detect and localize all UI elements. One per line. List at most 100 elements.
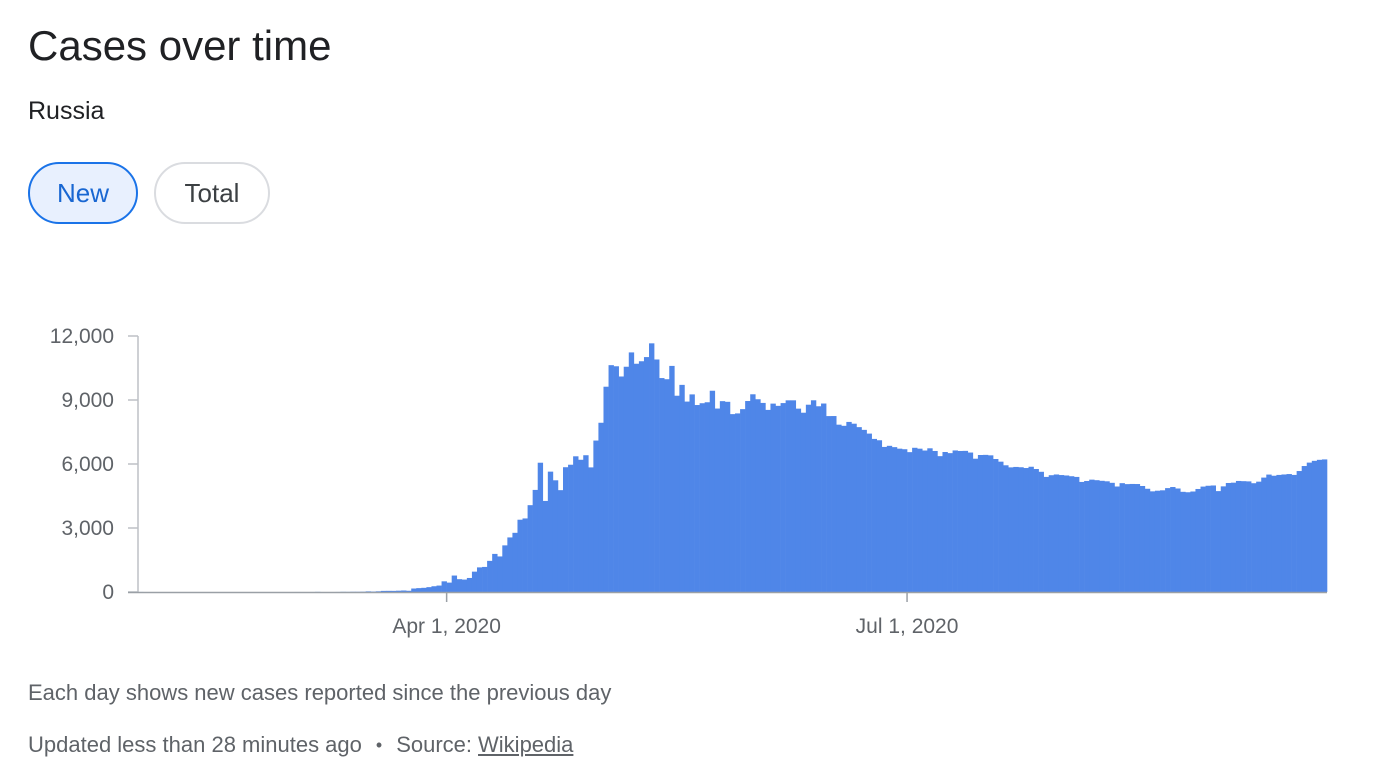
- y-tick-label: 0: [102, 581, 114, 604]
- bar-2020-05-10: [643, 357, 650, 592]
- bar-2020-04-22: [552, 480, 559, 592]
- bar-2020-05-04: [613, 366, 619, 592]
- bar-2020-09-16: [1296, 471, 1302, 592]
- bar-2020-06-13: [815, 406, 822, 592]
- bar-2020-07-16: [982, 454, 989, 592]
- bar-2020-06-28: [891, 447, 898, 592]
- bar-2020-04-02: [451, 575, 458, 592]
- bar-2020-03-21: [390, 590, 397, 592]
- bar-2020-06-09: [795, 408, 802, 592]
- bar-2020-07-11: [957, 450, 964, 592]
- bar-2020-08-02: [1068, 476, 1075, 592]
- bar-2020-04-29: [588, 467, 594, 592]
- bar-2020-08-26: [1190, 491, 1196, 592]
- location-subtitle: Russia: [28, 97, 105, 125]
- bar-2020-07-15: [977, 455, 984, 592]
- bar-2020-08-11: [1114, 486, 1120, 592]
- bar-2020-06-05: [775, 405, 781, 592]
- bar-2020-04-19: [537, 462, 544, 592]
- bar-2020-06-25: [876, 440, 883, 592]
- bar-2020-03-20: [385, 590, 392, 592]
- bar-2020-05-01: [598, 422, 604, 592]
- total-cases-toggle[interactable]: Total: [154, 162, 270, 224]
- y-tick-label: 3,000: [61, 517, 114, 540]
- bar-2020-06-18: [841, 425, 847, 592]
- bar-2020-07-06: [932, 450, 938, 592]
- bar-2020-04-12: [502, 545, 508, 592]
- bar-2020-05-15: [669, 365, 675, 592]
- bar-2020-04-24: [563, 467, 569, 592]
- bar-2020-09-11: [1271, 475, 1277, 592]
- bar-2020-06-02: [760, 402, 766, 592]
- bar-2020-09-05: [1240, 481, 1247, 592]
- bar-2020-08-20: [1160, 490, 1166, 592]
- bar-2020-05-14: [664, 379, 670, 592]
- bar-2020-07-18: [993, 459, 999, 592]
- bar-2020-05-07: [628, 352, 635, 592]
- bar-2020-09-01: [1220, 486, 1227, 592]
- bar-2020-04-16: [522, 518, 528, 592]
- bar-2020-05-12: [654, 359, 660, 592]
- bar-2020-09-10: [1266, 474, 1272, 592]
- bar-2020-04-13: [507, 537, 513, 592]
- bar-2020-09-04: [1235, 480, 1242, 592]
- bar-2020-07-21: [1008, 467, 1014, 592]
- bar-2020-07-20: [1003, 465, 1009, 592]
- bar-2020-04-15: [517, 519, 523, 592]
- bar-2020-09-07: [1251, 483, 1257, 592]
- bar-2020-06-26: [881, 446, 888, 592]
- bar-2020-04-20: [542, 500, 549, 592]
- y-tick-label: 12,000: [50, 325, 114, 348]
- bar-2020-04-23: [557, 490, 564, 592]
- bar-2020-07-23: [1018, 467, 1024, 592]
- new-cases-toggle[interactable]: New: [28, 162, 138, 224]
- x-axis: Apr 1, 2020 Jul 1, 2020: [128, 591, 1327, 638]
- bar-2020-05-13: [659, 378, 665, 592]
- bar-2020-06-16: [831, 416, 837, 592]
- bar-2020-03-27: [421, 587, 427, 592]
- bar-2020-03-28: [426, 587, 432, 592]
- bar-2020-07-31: [1058, 475, 1065, 592]
- bar-2020-09-08: [1256, 481, 1262, 592]
- bar-2020-04-27: [578, 459, 584, 592]
- bar-2020-07-22: [1013, 466, 1019, 592]
- bar-2020-03-24: [406, 590, 412, 592]
- source-link[interactable]: Wikipedia: [478, 732, 574, 757]
- bar-2020-08-23: [1175, 488, 1181, 592]
- bar-2020-04-10: [492, 553, 498, 592]
- y-tick-label: 9,000: [61, 389, 114, 412]
- bar-2020-06-19: [846, 421, 852, 592]
- bar-2020-04-05: [466, 577, 473, 592]
- bar-2020-06-20: [851, 423, 857, 592]
- bar-2020-07-24: [1023, 468, 1029, 592]
- bar-2020-05-20: [694, 405, 700, 592]
- bar-2020-09-19: [1311, 460, 1318, 592]
- bar-2020-08-31: [1215, 491, 1222, 592]
- bar-2020-06-12: [810, 400, 817, 592]
- bar-2020-05-02: [603, 386, 609, 592]
- bar-2020-09-15: [1291, 474, 1297, 592]
- bar-2020-06-24: [871, 438, 877, 592]
- bar-2020-05-22: [704, 402, 711, 592]
- bar-2020-08-16: [1139, 485, 1146, 592]
- bar-2020-07-14: [972, 458, 979, 592]
- bar-2020-08-09: [1104, 481, 1110, 592]
- bar-2020-09-18: [1306, 462, 1313, 592]
- bar-2020-08-30: [1210, 485, 1216, 592]
- bar-2020-05-18: [684, 401, 690, 592]
- bar-2020-05-11: [649, 343, 655, 592]
- bar-2020-04-07: [476, 567, 483, 592]
- footer: Updated less than 28 minutes ago • Sourc…: [28, 732, 573, 758]
- bar-2020-04-17: [527, 505, 533, 592]
- bar-2020-07-19: [998, 461, 1004, 592]
- bar-2020-07-07: [937, 456, 943, 592]
- chart-note: Each day shows new cases reported since …: [28, 680, 612, 705]
- bar-2020-03-26: [416, 588, 422, 592]
- bar-2020-03-23: [401, 590, 407, 592]
- bar-2020-06-08: [790, 400, 797, 592]
- bar-2020-06-06: [780, 403, 786, 592]
- bar-2020-04-21: [547, 471, 554, 592]
- bar-2020-06-22: [861, 429, 867, 592]
- bar-2020-09-06: [1246, 481, 1252, 592]
- bar-2020-08-06: [1089, 479, 1095, 592]
